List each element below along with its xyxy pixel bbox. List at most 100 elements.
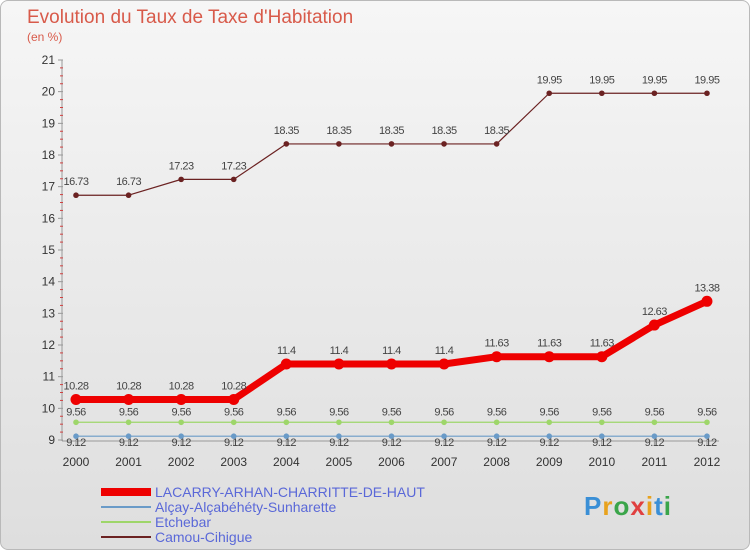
data-point [651, 90, 658, 97]
x-tick-label: 2004 [273, 455, 300, 469]
x-tick-label: 2002 [168, 455, 195, 469]
data-label: 18.35 [274, 125, 299, 137]
legend-swatch [101, 488, 151, 496]
data-point [336, 141, 342, 147]
data-point [388, 419, 395, 426]
data-label: 9.12 [434, 437, 454, 449]
data-label: 9.12 [592, 437, 612, 449]
data-point [123, 393, 135, 405]
data-point [651, 419, 658, 426]
data-label: 12.63 [642, 306, 667, 318]
data-label: 18.35 [484, 125, 509, 137]
data-label: 9.12 [540, 437, 560, 449]
x-tick-label: 2005 [326, 455, 353, 469]
data-label: 11.4 [435, 345, 454, 357]
chart-unit: (en %) [27, 30, 63, 44]
y-tick-label: 19 [42, 116, 56, 130]
y-tick-label: 9 [48, 433, 55, 447]
data-point [230, 433, 237, 440]
x-tick-label: 2011 [641, 455, 667, 469]
data-point [651, 433, 658, 440]
data-point [546, 419, 553, 426]
data-label: 9.56 [66, 406, 86, 418]
data-label: 10.28 [116, 380, 141, 392]
x-tick-label: 2007 [431, 455, 458, 469]
data-label: 19.95 [694, 74, 719, 86]
legend-label: Camou-Cihigue [155, 529, 253, 545]
data-point [385, 358, 397, 370]
x-tick-label: 2001 [115, 455, 142, 469]
data-label: 11.63 [590, 338, 615, 350]
data-point [70, 393, 82, 405]
data-point [228, 393, 240, 405]
data-label: 16.73 [63, 176, 88, 188]
data-label: 9.56 [277, 406, 297, 418]
data-label: 9.12 [645, 437, 665, 449]
data-label: 18.35 [326, 125, 351, 137]
data-point [596, 351, 608, 363]
data-label: 9.12 [277, 437, 297, 449]
proxiti-logo: Proxiti [584, 491, 672, 521]
data-label: 9.56 [697, 406, 717, 418]
data-label: 19.95 [642, 74, 667, 86]
data-label: 9.12 [382, 437, 402, 449]
data-point [230, 176, 237, 183]
data-point [599, 433, 605, 440]
data-point [283, 141, 290, 147]
data-point [441, 433, 447, 440]
data-point [73, 192, 79, 199]
data-point [493, 419, 500, 426]
data-label: 9.12 [224, 437, 244, 449]
data-point [704, 419, 710, 426]
data-point [546, 433, 553, 440]
data-point [125, 433, 132, 440]
data-point [175, 393, 187, 405]
data-label: 9.12 [171, 437, 191, 449]
data-label: 10.28 [63, 380, 88, 392]
data-label: 9.56 [540, 406, 560, 418]
data-label: 9.12 [119, 437, 139, 449]
data-label: 9.56 [434, 406, 454, 418]
data-point [125, 419, 132, 426]
data-label: 9.56 [487, 406, 507, 418]
data-point [493, 141, 500, 147]
legend-swatch [101, 521, 151, 523]
y-tick-label: 14 [42, 275, 56, 289]
data-label: 9.12 [487, 437, 507, 449]
data-label: 11.63 [537, 338, 562, 350]
data-label: 9.56 [592, 406, 612, 418]
data-point [283, 433, 290, 440]
data-label: 11.4 [330, 345, 349, 357]
x-tick-label: 2000 [63, 455, 90, 469]
data-label: 10.28 [169, 380, 194, 392]
y-tick-label: 20 [42, 85, 56, 99]
y-tick-label: 11 [43, 370, 56, 384]
data-point [336, 433, 342, 440]
legend-swatch [101, 506, 151, 508]
data-point [178, 176, 184, 183]
y-tick-label: 16 [42, 211, 56, 225]
data-label: 9.56 [119, 406, 139, 418]
data-point [178, 433, 184, 440]
data-point [73, 419, 79, 426]
data-label: 17.23 [169, 160, 194, 172]
data-label: 9.12 [66, 437, 86, 449]
y-tick-label: 17 [42, 180, 56, 194]
x-tick-label: 2008 [483, 455, 510, 469]
y-tick-label: 18 [42, 148, 56, 162]
y-tick-label: 15 [42, 243, 56, 257]
data-point [73, 433, 79, 440]
data-label: 10.28 [221, 380, 246, 392]
data-point [441, 419, 447, 426]
data-point [388, 433, 395, 440]
data-point [704, 90, 710, 97]
y-tick-label: 12 [42, 338, 56, 352]
data-label: 9.56 [224, 406, 244, 418]
x-tick-label: 2010 [588, 455, 615, 469]
legend-label: Etchebar [155, 514, 212, 530]
data-labels: 9.12 9.12 9.12 9.12 9.12 9.12 9.12 9.12 9.12 9.12… [63, 74, 720, 449]
data-label: 18.35 [379, 125, 404, 137]
data-label: 9.56 [645, 406, 665, 418]
data-point [441, 141, 447, 147]
data-label: 9.56 [171, 406, 191, 418]
